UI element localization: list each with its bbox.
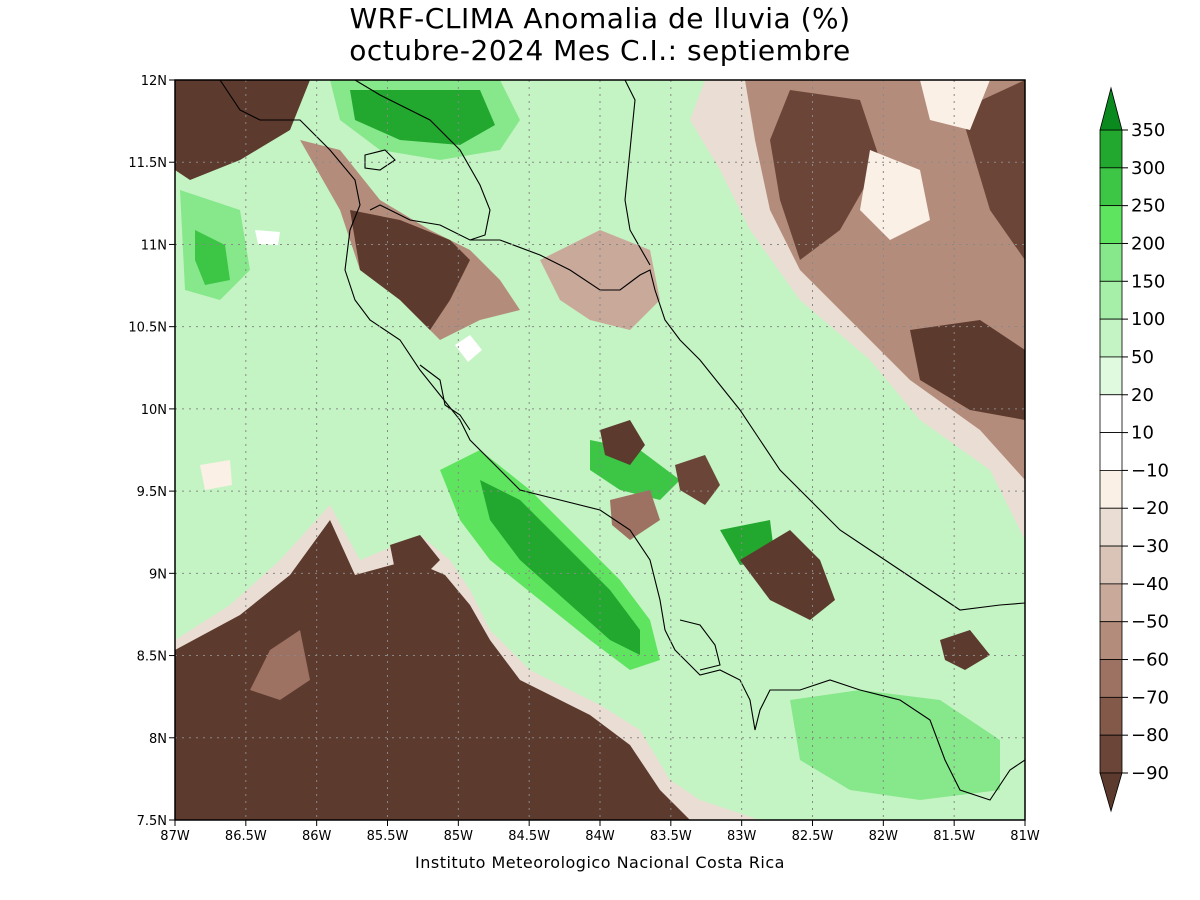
colorbar-segment [1099, 659, 1123, 698]
anomaly-field [175, 80, 1025, 820]
x-tick-label: 84W [585, 829, 615, 844]
colorbar: 350 300 250 200 150 100 50 20 10 −10 −20 −30 −40 −50 −… [1099, 86, 1169, 813]
colorbar-label: −90 [1131, 763, 1169, 784]
y-tick-label: 11.5N [128, 156, 167, 171]
x-tick-label: 87W [160, 829, 190, 844]
dry-anomaly-northeast-core [770, 90, 880, 260]
colorbar-label: −30 [1131, 536, 1169, 557]
colorbar-segment [1099, 280, 1123, 320]
y-tick-label: 7.5N [137, 814, 167, 829]
colorbar-label: 100 [1131, 309, 1165, 330]
colorbar-label: −40 [1131, 574, 1169, 595]
colorbar-segment [1099, 470, 1123, 509]
colorbar-segment [1099, 318, 1123, 358]
y-tick-label: 8.5N [137, 650, 167, 665]
coastline [219, 80, 1025, 801]
dry-spot-3 [740, 530, 835, 620]
dry-anomaly-southwest-core [175, 520, 690, 820]
colorbar-label: −80 [1131, 725, 1169, 746]
light-spot-1 [200, 460, 232, 490]
colorbar-segment [1099, 243, 1123, 282]
colorbar-segment [1099, 394, 1123, 433]
x-tick-label: 81.5W [933, 829, 975, 844]
x-tick-label: 82.5W [792, 829, 834, 844]
x-tick-label: 86W [302, 829, 332, 844]
wet-anomaly-caribbean-south [790, 690, 1000, 800]
colorbar-bottom-arrow [1099, 772, 1123, 813]
colorbar-segment [1099, 356, 1123, 396]
wet-anomaly-pacific-core [480, 480, 640, 655]
dry-anomaly-northeast-core3 [910, 320, 1025, 420]
graticule [175, 80, 1025, 820]
colorbar-label: 10 [1131, 423, 1154, 444]
x-tick-label: 82W [869, 829, 899, 844]
colorbar-label: 300 [1131, 158, 1165, 179]
map-title-line2: octubre-2024 Mes C.I.: septiembre [349, 34, 851, 67]
dry-anomaly-central-north [540, 230, 660, 330]
y-axis: 12N 11.5N 11N 10.5N 10N 9.5N 9N 8.5N 8N 7.5N [128, 74, 175, 829]
y-tick-label: 11N [141, 238, 167, 253]
dry-anomaly-northwest [175, 80, 310, 180]
dry-spot-2 [675, 455, 720, 505]
y-tick-label: 10N [141, 403, 167, 418]
x-tick-label: 83W [727, 829, 757, 844]
dry-spot-5 [610, 490, 660, 540]
colorbar-label: 50 [1131, 347, 1154, 368]
dry-spot-6 [390, 535, 440, 580]
colorbar-segment [1099, 545, 1123, 585]
colorbar-label: 350 [1131, 120, 1165, 141]
colorbar-segment [1099, 129, 1123, 169]
y-tick-label: 9N [149, 567, 167, 582]
map-title-line1: WRF-CLIMA Anomalia de lluvia (%) [349, 2, 851, 35]
y-tick-label: 12N [141, 74, 167, 89]
colorbar-label: −60 [1131, 650, 1169, 671]
colorbar-label: −70 [1131, 687, 1169, 708]
colorbar-segment [1099, 167, 1123, 207]
colorbar-label: 250 [1131, 196, 1165, 217]
wet-anomaly-west-core [195, 230, 230, 285]
colorbar-segment [1099, 734, 1123, 774]
light-spot-3 [255, 230, 280, 245]
x-axis: 87W 86.5W 86W 85.5W 85W 84.5W 84W 83.5W 83W 82.5W… [160, 820, 1040, 844]
colorbar-segment [1099, 432, 1123, 471]
colorbar-segment [1099, 507, 1123, 547]
colorbar-segment [1099, 583, 1123, 623]
dry-anomaly-sw-light [250, 630, 310, 700]
x-tick-label: 86.5W [225, 829, 267, 844]
colorbar-label: 150 [1131, 271, 1165, 292]
dry-anomaly-northeast-light2 [920, 80, 990, 130]
x-tick-label: 84.5W [508, 829, 550, 844]
x-tick-label: 85W [444, 829, 474, 844]
colorbar-label: −10 [1131, 460, 1169, 481]
x-tick-label: 85.5W [367, 829, 409, 844]
colorbar-label: −50 [1131, 612, 1169, 633]
y-tick-label: 10.5N [128, 321, 167, 336]
x-tick-label: 83.5W [650, 829, 692, 844]
colorbar-segment [1099, 205, 1123, 244]
dry-anomaly-north-guanacaste-core [350, 210, 470, 330]
colorbar-segment [1099, 696, 1123, 736]
dry-spot-4 [940, 630, 990, 670]
wet-anomaly-north-core [350, 90, 495, 145]
colorbar-label: 20 [1131, 385, 1154, 406]
x-tick-label: 81W [1010, 829, 1040, 844]
y-tick-label: 9.5N [137, 485, 167, 500]
credit-line: Instituto Meteorologico Nacional Costa R… [415, 853, 785, 872]
colorbar-top-arrow [1099, 86, 1123, 131]
dry-anomaly-northeast-core2 [960, 80, 1025, 260]
dry-anomaly-northeast-light [860, 150, 930, 240]
light-spot-2 [455, 335, 482, 362]
colorbar-segment [1099, 621, 1123, 660]
dry-spot-1 [600, 420, 645, 465]
colorbar-label: −20 [1131, 498, 1169, 519]
y-tick-label: 8N [149, 732, 167, 747]
colorbar-label: 200 [1131, 233, 1165, 254]
